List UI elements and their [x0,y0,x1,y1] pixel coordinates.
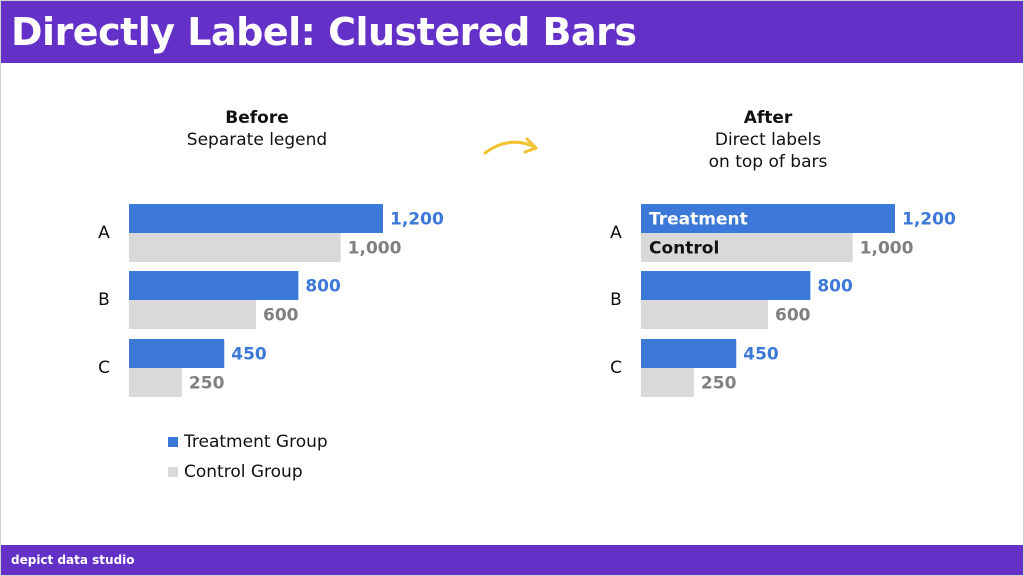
control-direct-label: Control [649,239,719,259]
treatment-direct-label: Treatment [649,210,748,230]
data-label: 450 [231,345,267,365]
title-bar: Directly Label: Clustered Bars [1,1,1023,63]
after-subheading-line2: on top of bars [708,152,828,172]
footer-bar: depict data studio [1,545,1023,575]
legend-swatch [168,467,178,477]
data-label: 1,200 [390,210,444,230]
legend-item-control: Control Group [168,457,328,487]
data-label: 600 [263,306,299,326]
category-label: B [98,290,110,310]
category-label: A [610,223,622,243]
legend-label: Control Group [184,462,303,482]
control-bar [129,300,256,329]
page-title: Directly Label: Clustered Bars [11,10,637,54]
treatment-bar [641,271,811,300]
before-heading: Before [225,108,289,128]
treatment-bar [641,339,737,368]
curved-arrow-right-icon [483,140,537,155]
category-label: A [98,223,110,243]
data-label: 800 [817,277,853,297]
data-label: 800 [305,277,341,297]
treatment-bar [129,339,225,368]
treatment-bar [641,204,895,233]
after-subheading-line1: Direct labels [714,130,822,150]
treatment-bar [129,271,299,300]
after-heading-block: After Direct labels on top of bars [668,107,868,173]
data-label: 450 [743,345,779,365]
data-label: 1,000 [860,239,914,259]
control-bar [641,300,768,329]
footer-brand: depict data studio [11,553,135,567]
before-heading-block: Before Separate legend [157,107,357,151]
control-bar [641,368,694,397]
data-label: 250 [189,374,225,394]
legend-label: Treatment Group [184,432,328,452]
before-subheading: Separate legend [186,130,328,150]
after-heading: After [743,108,793,128]
category-label: B [610,290,622,310]
category-label: C [610,358,622,378]
control-bar [641,233,853,262]
control-bar [129,368,182,397]
data-label: 1,000 [348,239,402,259]
data-label: 250 [701,374,737,394]
legend-swatch [168,437,178,447]
category-label: C [98,358,110,378]
clustered-bar-charts: A 1,200 1,000 B 800 600 C 450 250 A 1,200 Treatment… [98,137,956,397]
legend-item-treatment: Treatment Group [168,427,328,457]
control-bar [129,233,341,262]
data-label: 1,200 [902,210,956,230]
treatment-bar [129,204,383,233]
before-legend: Treatment Group Control Group [168,427,328,487]
curved-arrow-right-head [523,137,538,154]
data-label: 600 [775,306,811,326]
